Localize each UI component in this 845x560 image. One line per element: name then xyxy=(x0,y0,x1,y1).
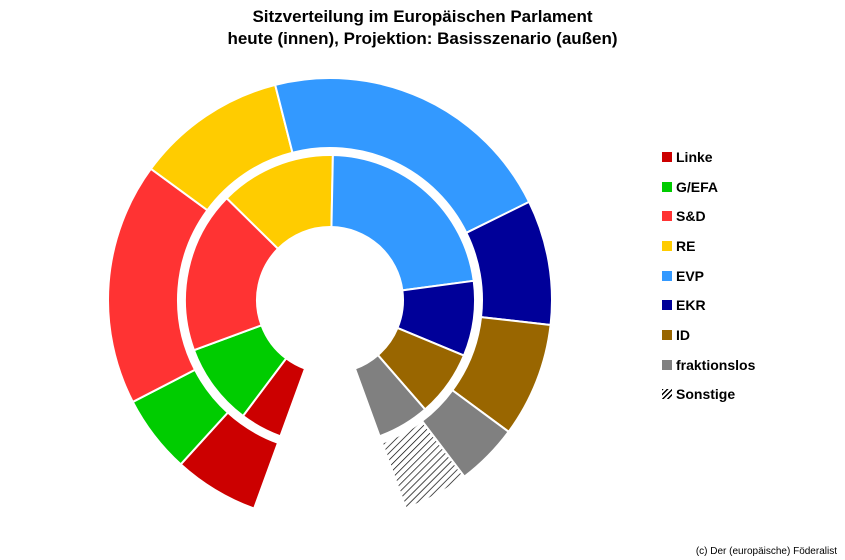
chart-title: Sitzverteilung im Europäischen Parlament… xyxy=(0,6,845,50)
inner-slice-fraktionslos xyxy=(353,353,427,438)
inner-slice-sd xyxy=(184,196,280,352)
legend-swatch xyxy=(662,151,672,162)
legend-label: EKR xyxy=(676,297,706,314)
chart-title-line-1: Sitzverteilung im Europäischen Parlament xyxy=(252,7,593,26)
legend-swatch xyxy=(662,359,672,370)
legend-swatch xyxy=(662,270,672,281)
legend-swatch xyxy=(662,389,672,400)
legend-swatch xyxy=(662,211,672,222)
legend-item-id: ID xyxy=(662,320,755,350)
legend: Linke G/EFA S&D RE EVP EKR ID fraktionslos Sonst… xyxy=(662,142,755,409)
credit-text: (c) Der (europäische) Föderalist xyxy=(695,546,837,557)
legend-label: ID xyxy=(676,326,690,343)
legend-swatch xyxy=(662,300,672,311)
legend-item-sonstige: Sonstige xyxy=(662,380,755,410)
legend-label: G/EFA xyxy=(676,178,719,195)
legend-label: Sonstige xyxy=(676,386,736,403)
outer-slice-sonstige xyxy=(380,419,466,510)
chart-title-line-2: heute (innen), Projektion: Basisszenario… xyxy=(227,29,618,48)
legend-label: RE xyxy=(676,237,696,254)
legend-swatch xyxy=(662,240,672,251)
legend-item-ekr: EKR xyxy=(662,290,755,320)
legend-item-linke: Linke xyxy=(662,142,755,172)
inner-slice-evp xyxy=(330,154,475,292)
legend-label: EVP xyxy=(676,267,705,284)
legend-item-evp: EVP xyxy=(662,261,755,291)
legend-swatch xyxy=(662,329,672,340)
legend-item-sd: S&D xyxy=(662,201,755,231)
legend-swatch xyxy=(662,181,672,192)
legend-item-re: RE xyxy=(662,231,755,261)
legend-item-g-efa: G/EFA xyxy=(662,172,755,202)
legend-label: S&D xyxy=(676,208,706,225)
legend-label: Linke xyxy=(676,148,713,165)
legend-label: fraktionslos xyxy=(676,356,756,373)
legend-item-fraktionslos: fraktionslos xyxy=(662,350,755,380)
